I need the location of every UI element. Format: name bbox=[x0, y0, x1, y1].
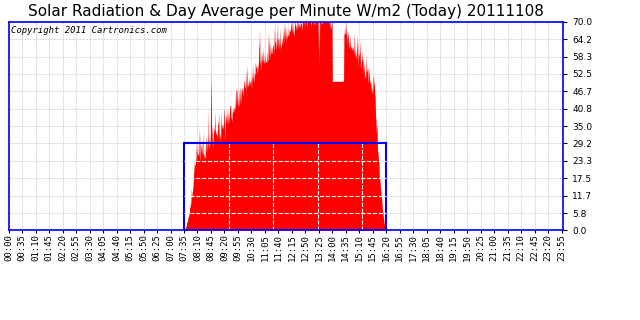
Text: Copyright 2011 Cartronics.com: Copyright 2011 Cartronics.com bbox=[12, 26, 167, 35]
Title: Solar Radiation & Day Average per Minute W/m2 (Today) 20111108: Solar Radiation & Day Average per Minute… bbox=[28, 4, 544, 19]
